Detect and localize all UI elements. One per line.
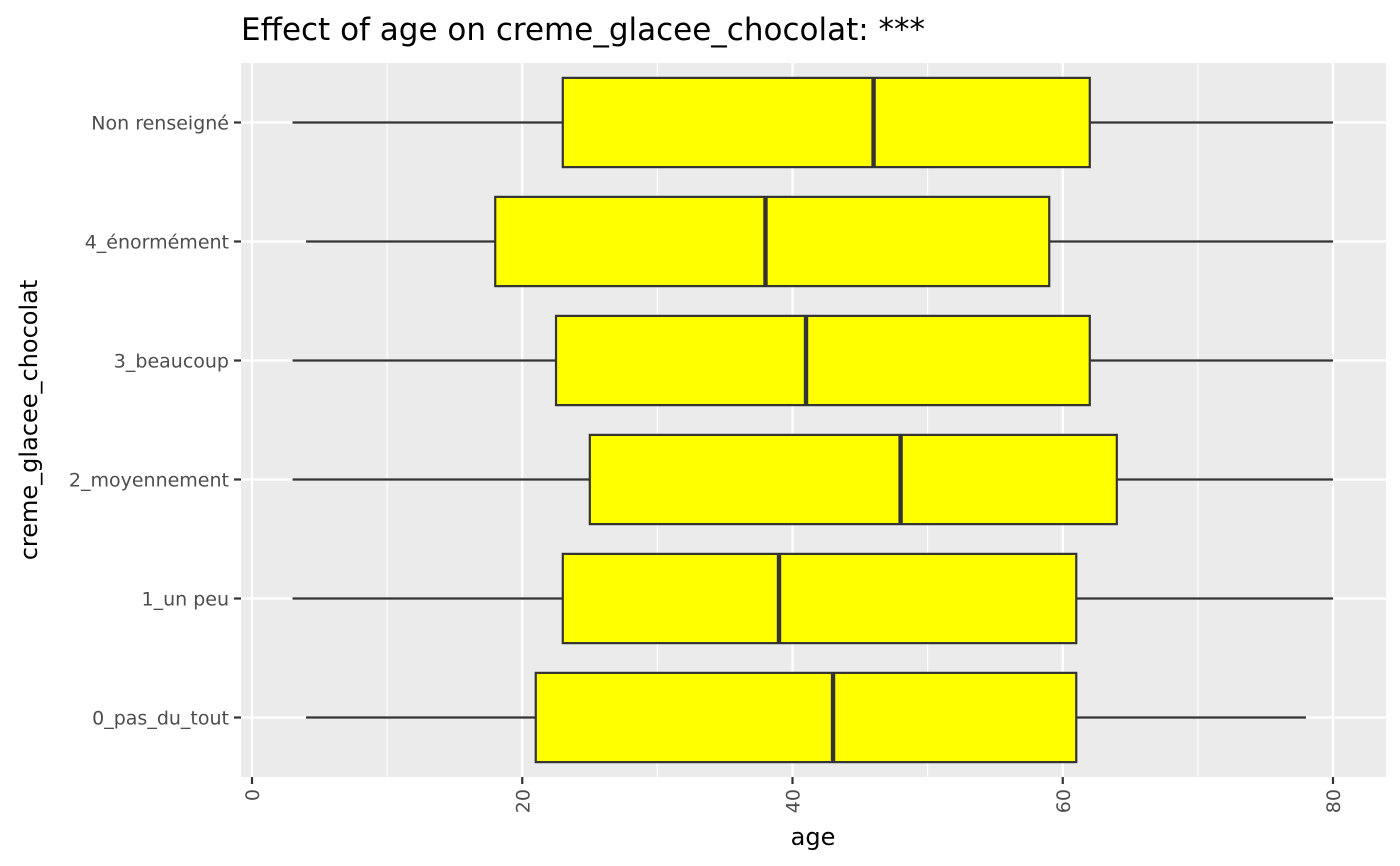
box-iqr	[494, 195, 1051, 288]
y-tick-label: 3_beaucoup	[114, 351, 229, 373]
box-group	[292, 552, 1333, 645]
y-tick-label: 0_pas_du_tout	[92, 708, 229, 730]
axes: 0_pas_du_tout 1_un peu 2_moyennement 3_beau…	[69, 113, 1345, 814]
x-tick-label: 40	[783, 789, 805, 813]
plot-panel	[241, 63, 1386, 777]
y-tick-label: Non renseigné	[91, 113, 229, 135]
box-group	[306, 671, 1306, 764]
y-tick-label: 1_un peu	[141, 589, 229, 611]
box-iqr	[561, 76, 1091, 169]
x-tick-label: 20	[512, 789, 534, 813]
box-iqr	[561, 552, 1078, 645]
y-axis-title: creme_glacee_chocolat	[15, 280, 43, 561]
x-axis-title: age	[791, 823, 836, 851]
chart-title: Effect of age on creme_glacee_chocolat: …	[241, 12, 925, 48]
box-group	[306, 195, 1333, 288]
box-group	[292, 314, 1333, 407]
x-tick-label: 80	[1323, 789, 1345, 813]
y-tick-label: 2_moyennement	[69, 470, 229, 492]
box-iqr	[534, 671, 1078, 764]
x-tick-label: 60	[1053, 789, 1075, 813]
y-tick-label: 4_énormément	[85, 232, 229, 254]
box-series	[292, 76, 1333, 764]
x-tick-label: 0	[242, 789, 264, 801]
box-iqr	[588, 433, 1118, 526]
box-group	[292, 76, 1333, 169]
box-iqr	[554, 314, 1091, 407]
box-group	[292, 433, 1333, 526]
